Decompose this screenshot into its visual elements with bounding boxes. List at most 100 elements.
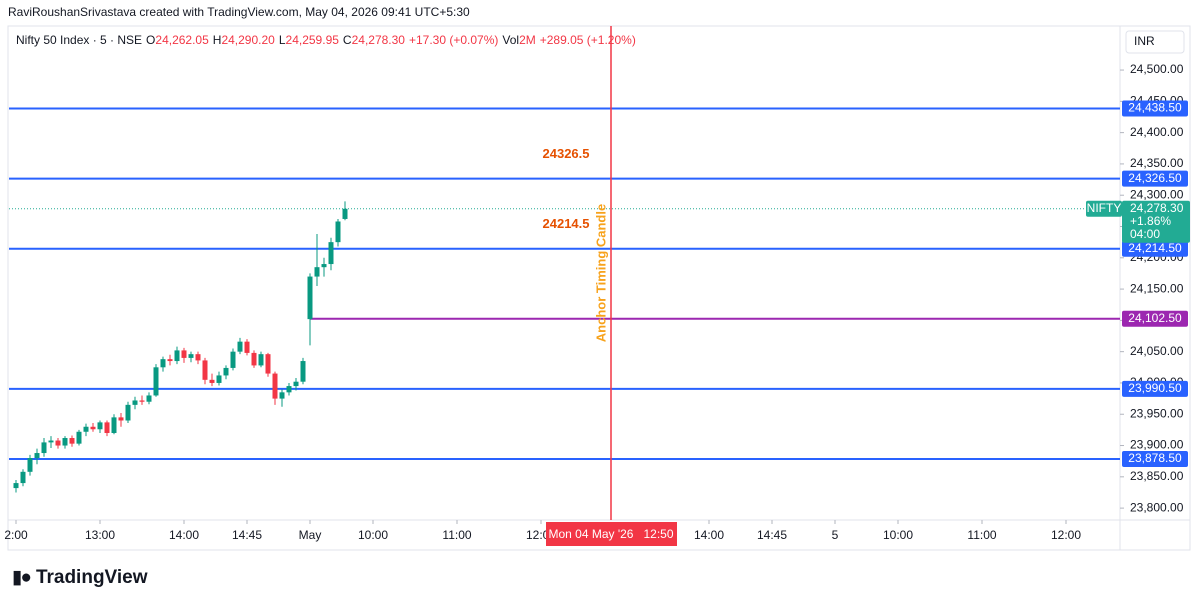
last-price: 24,278.30 — [1130, 201, 1184, 215]
candle-body — [146, 395, 152, 402]
symbol-tag: NIFTY — [1087, 201, 1122, 215]
level-label-box — [1122, 380, 1188, 397]
x-tick-label: 12:00 — [1051, 528, 1081, 542]
last-change: +1.86% — [1130, 214, 1171, 228]
candle-body — [251, 352, 257, 366]
candle-body — [139, 400, 145, 402]
candle-body — [265, 354, 271, 374]
symbol: Nifty 50 Index · 5 · NSE — [16, 33, 143, 47]
candle-body — [314, 267, 320, 277]
ohlc-key: C — [342, 33, 352, 47]
candle-body — [181, 350, 187, 358]
x-tick-label: 10:00 — [883, 528, 913, 542]
ohlc-value: 24,278.30 — [351, 33, 405, 47]
candle-body — [272, 373, 278, 399]
candle-body — [223, 367, 229, 376]
level-label: 23,878.50 — [1128, 451, 1182, 465]
ohlc-key: L — [278, 33, 286, 47]
candle-body — [125, 404, 131, 421]
x-tick-label: 14:00 — [169, 528, 199, 542]
candle-body — [216, 375, 222, 383]
x-tick-label: 10:00 — [358, 528, 388, 542]
volume-change: +289.05 (+1.20%) — [539, 33, 636, 47]
countdown: 04:00 — [1130, 227, 1160, 241]
crosshair-note: Anchor Timing Candle — [593, 204, 608, 342]
brand-text: TradingView — [35, 567, 148, 588]
attribution: RaviRoushanSrivastava created with Tradi… — [8, 5, 470, 19]
y-tick-label: 24,500.00 — [1130, 62, 1184, 76]
candle-body — [55, 440, 61, 446]
y-tick-label: 24,050.00 — [1130, 344, 1184, 358]
x-tick-label: 5 — [832, 528, 839, 542]
candle-body — [209, 379, 215, 383]
level-annotation: 24326.5 — [543, 146, 590, 161]
crosshair-label: Mon 04 May '26 12:50 — [548, 527, 673, 541]
level-label: 24,102.50 — [1128, 311, 1182, 325]
candle-body — [69, 438, 75, 444]
candle-body — [335, 221, 341, 243]
candle-body — [34, 453, 40, 459]
x-tick-label: 14:00 — [694, 528, 724, 542]
change: +17.30 (+0.07%) — [408, 33, 499, 47]
y-tick-label: 23,950.00 — [1130, 406, 1184, 420]
candle-body — [328, 242, 334, 265]
candle-body — [104, 422, 110, 434]
candle-body — [83, 426, 89, 432]
ohlc-value: 24,262.05 — [155, 33, 209, 47]
candle-body — [111, 417, 117, 434]
y-tick-label: 24,350.00 — [1130, 156, 1184, 170]
x-tick-label: 2:00 — [4, 528, 28, 542]
candle-body — [202, 360, 208, 380]
level-label-box — [1122, 450, 1188, 467]
candle-body — [27, 458, 33, 472]
frame — [7, 25, 1191, 551]
level-label-box — [1122, 240, 1188, 257]
candle-body — [97, 422, 103, 430]
currency-box — [1125, 30, 1185, 54]
currency: INR — [1134, 34, 1155, 48]
candle-body — [90, 426, 96, 430]
candle-body — [195, 354, 201, 361]
candle-body — [230, 351, 236, 368]
brand-logo: ▮● TradingView — [12, 566, 148, 589]
candle-body — [153, 367, 159, 396]
candle-body — [118, 417, 124, 421]
candle-body — [167, 359, 173, 362]
candle-body — [20, 471, 26, 484]
y-tick-label: 24,400.00 — [1130, 125, 1184, 139]
candle-body — [132, 400, 138, 405]
level-label: 24,214.50 — [1128, 241, 1182, 255]
volume-label: Vol — [502, 33, 520, 47]
x-tick-label: 11:00 — [967, 528, 996, 542]
x-tick-label: 14:45 — [232, 528, 262, 542]
chart: INR24,500.0024,450.0024,400.0024,350.002… — [4, 25, 1191, 551]
crosshair-label-box — [546, 522, 677, 546]
candle-body — [174, 350, 180, 362]
y-tick-label: 23,850.00 — [1130, 469, 1184, 483]
candle-body — [279, 392, 285, 399]
logo-icon: ▮● — [12, 567, 32, 588]
symbol-tag-box — [1086, 200, 1122, 217]
volume: 2M — [519, 33, 536, 47]
level-label: 24,326.50 — [1128, 171, 1182, 185]
y-tick-label: 23,900.00 — [1130, 438, 1184, 452]
level-label: 23,990.50 — [1128, 381, 1182, 395]
candle-body — [76, 431, 82, 444]
y-tick-label: 23,800.00 — [1130, 500, 1184, 514]
level-annotation: 24214.5 — [543, 216, 590, 231]
ohlc-key: O — [146, 33, 156, 47]
candle-body — [62, 438, 68, 446]
candle-body — [41, 442, 47, 454]
candle-body — [286, 386, 292, 393]
candle-body — [237, 341, 243, 352]
candle-body — [244, 341, 250, 353]
level-label: 24,438.50 — [1128, 101, 1182, 115]
ohlc-value: 24,290.20 — [221, 33, 275, 47]
legend: Nifty 50 Index · 5 · NSE O24,262.05 H24,29… — [16, 33, 636, 47]
candle-body — [342, 208, 348, 219]
candle-body — [293, 381, 299, 387]
x-tick-label: May — [299, 528, 322, 542]
ohlc-value: 24,259.95 — [285, 33, 339, 47]
candle-body — [321, 264, 327, 268]
